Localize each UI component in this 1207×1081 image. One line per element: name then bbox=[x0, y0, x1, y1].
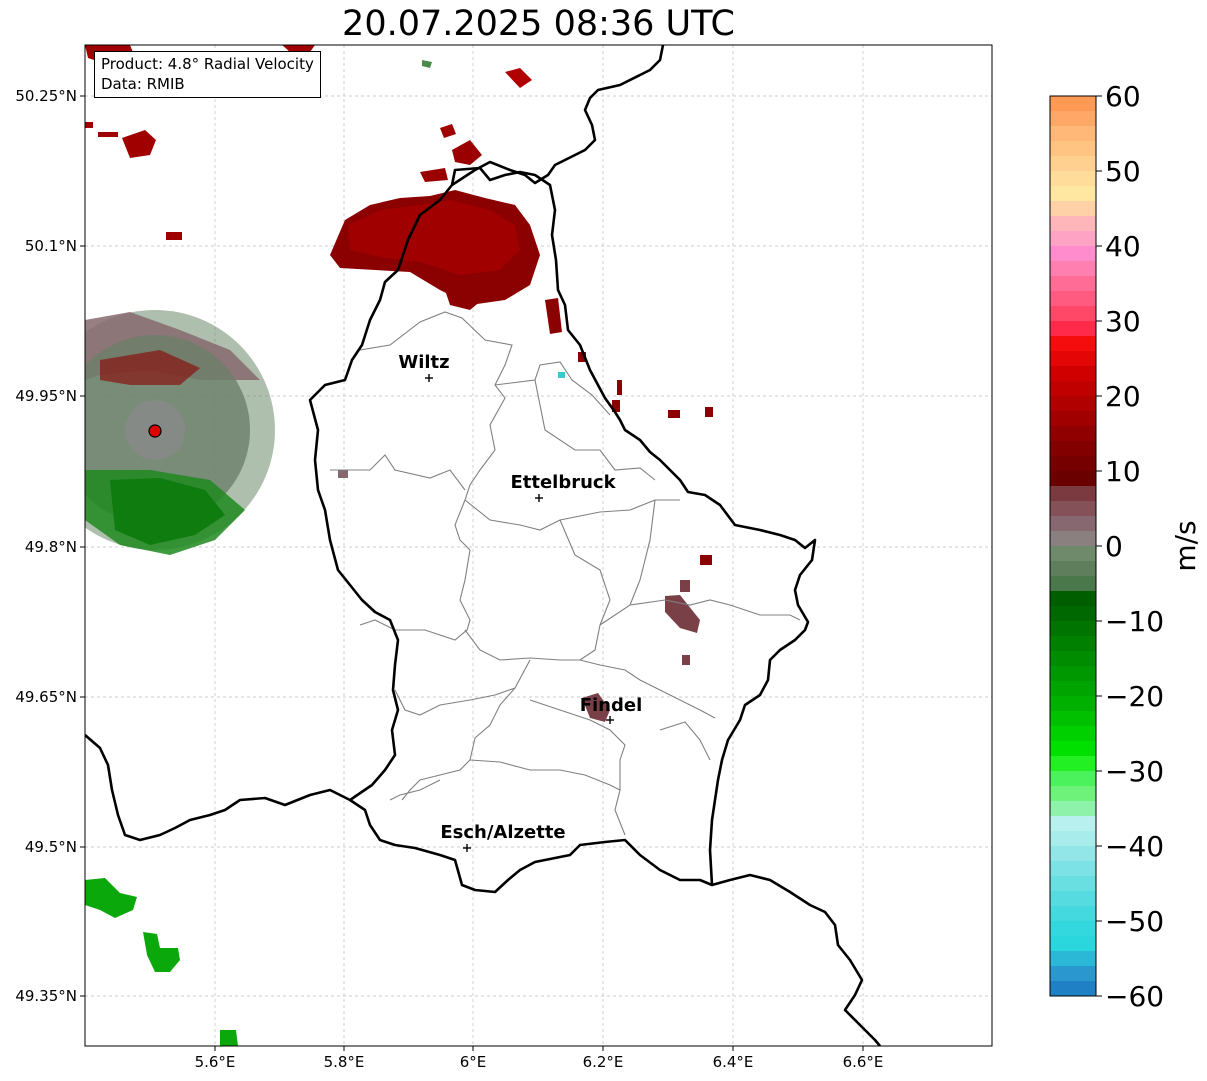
colorbar bbox=[1049, 95, 1097, 997]
colorbar-tick-label: −60 bbox=[1105, 980, 1164, 1013]
lon-tick-label: 5.6°E bbox=[195, 1053, 236, 1071]
city-label-ettelbruck: Ettelbruck bbox=[510, 472, 616, 493]
radar-echoes bbox=[85, 45, 713, 1046]
lat-tick-label: 49.65°N bbox=[15, 688, 77, 706]
radar-site-marker bbox=[148, 424, 162, 438]
lon-tick-label: 6.4°E bbox=[713, 1053, 754, 1071]
product-info-box: Product: 4.8° Radial Velocity Data: RMIB bbox=[94, 51, 321, 98]
colorbar-tick-label: −50 bbox=[1105, 905, 1164, 938]
map-gridlines bbox=[85, 45, 992, 1046]
colorbar-unit-label: m/s bbox=[1169, 520, 1202, 571]
city-label-wiltz: Wiltz bbox=[398, 352, 449, 373]
colorbar-tick-label: −20 bbox=[1105, 680, 1164, 713]
lat-tick-label: 49.5°N bbox=[25, 838, 77, 856]
lon-tick-label: 6°E bbox=[460, 1053, 487, 1071]
colorbar-tick-label: 30 bbox=[1105, 305, 1141, 338]
city-markers bbox=[425, 374, 614, 852]
city-label-esch-alzette: Esch/Alzette bbox=[440, 822, 565, 843]
data-source-label: Data: RMIB bbox=[101, 75, 185, 93]
colorbar-tick-label: 20 bbox=[1105, 380, 1141, 413]
lat-tick-label: 49.35°N bbox=[15, 987, 77, 1005]
colorbar-tick-label: 40 bbox=[1105, 230, 1141, 263]
colorbar-tick-label: −30 bbox=[1105, 755, 1164, 788]
lat-tick-label: 49.8°N bbox=[25, 538, 77, 556]
city-label-findel: Findel bbox=[580, 695, 643, 716]
lat-tick-label: 50.25°N bbox=[15, 87, 77, 105]
map-title: 20.07.2025 08:36 UTC bbox=[342, 4, 735, 44]
colorbar-tick-label: −40 bbox=[1105, 830, 1164, 863]
map-frame bbox=[84, 44, 993, 1047]
lat-tick-label: 49.95°N bbox=[15, 387, 77, 405]
colorbar-tick-label: −10 bbox=[1105, 605, 1164, 638]
lon-tick-label: 5.8°E bbox=[324, 1053, 365, 1071]
district-borders bbox=[330, 311, 801, 836]
lat-tick-label: 50.1°N bbox=[25, 237, 77, 255]
colorbar-tick-label: 50 bbox=[1105, 155, 1141, 188]
colorbar-tick-label: 60 bbox=[1105, 80, 1141, 113]
colorbar-tick-label: 10 bbox=[1105, 455, 1141, 488]
lon-tick-label: 6.2°E bbox=[583, 1053, 624, 1071]
lon-tick-label: 6.6°E bbox=[843, 1053, 884, 1071]
country-borders bbox=[85, 45, 881, 1046]
product-label: Product: 4.8° Radial Velocity bbox=[101, 55, 314, 73]
colorbar-tick-label: 0 bbox=[1105, 530, 1123, 563]
